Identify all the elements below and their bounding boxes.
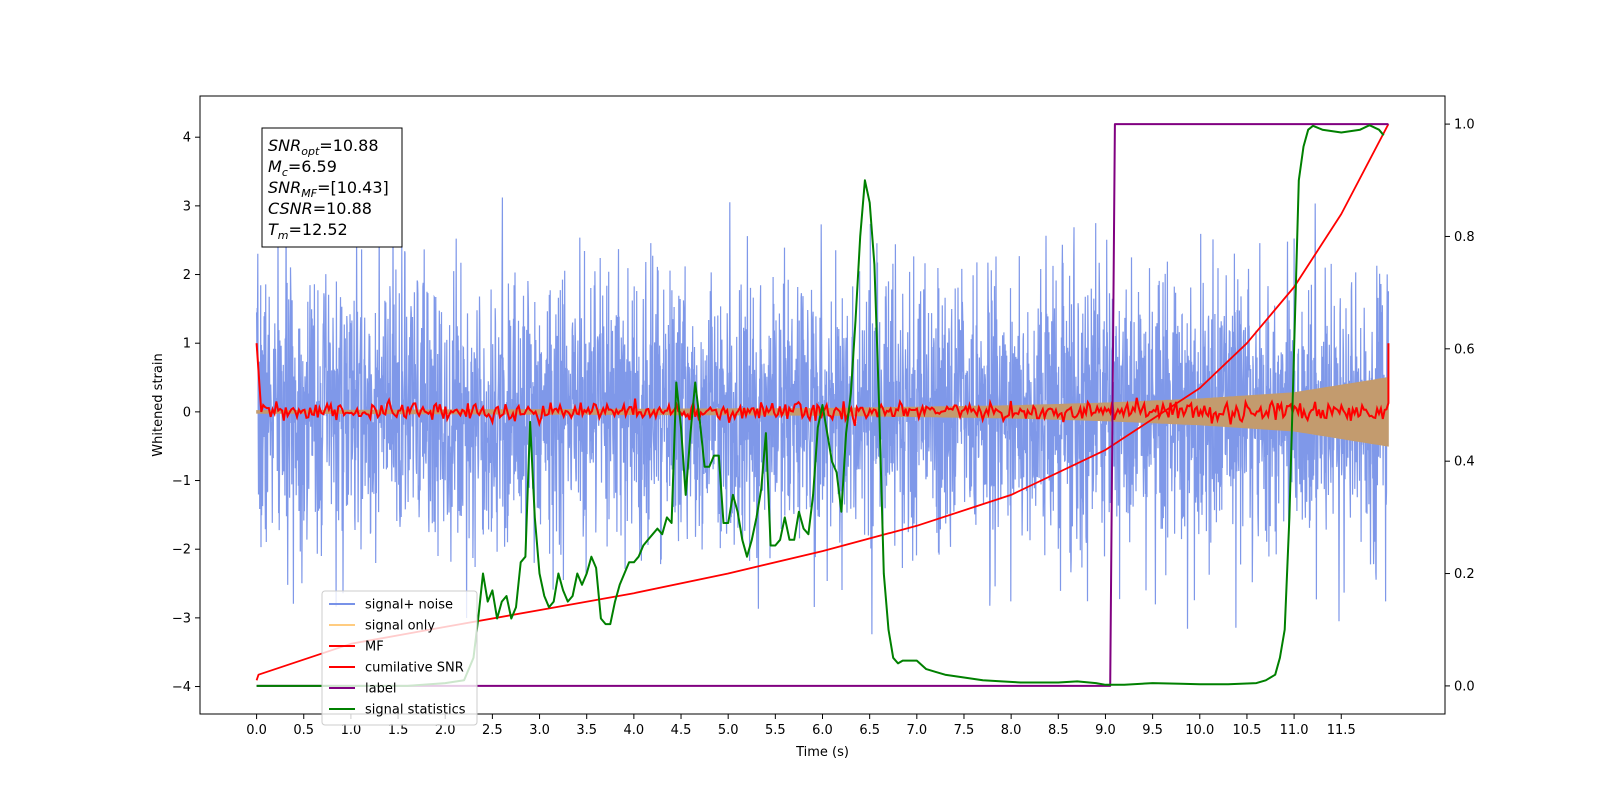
- series-label: [256, 123, 1389, 687]
- x-tick-label: 8.5: [1048, 723, 1069, 738]
- annotation-subscript: c: [282, 166, 288, 179]
- annotation-subscript: m: [278, 229, 289, 242]
- y2-tick-label: 0.4: [1454, 455, 1475, 470]
- y-tick-label: −3: [172, 611, 191, 626]
- y-tick-label: 0: [183, 405, 191, 420]
- x-axis-title: Time (s): [795, 745, 849, 760]
- legend-label: signal only: [365, 619, 435, 634]
- y2-tick-label: 1.0: [1454, 118, 1475, 133]
- x-tick-label: 7.0: [906, 723, 927, 738]
- legend-label: signal statistics: [365, 703, 466, 718]
- legend-frame: [321, 590, 478, 726]
- x-tick-label: 3.5: [576, 723, 597, 738]
- annotation-symbol: M: [268, 157, 282, 176]
- y-tick-label: 3: [183, 199, 191, 214]
- x-tick-label: 6.0: [812, 723, 833, 738]
- annotation-symbol: CSNR: [268, 199, 313, 218]
- axes: 0.0 0.5 1.0 1.5 2.0 2.5 3.0 3.5 4.0 4.5 5.0 5.5 6.0 6…: [172, 118, 1475, 738]
- y-tick-label: −2: [172, 543, 191, 558]
- annotation-value: =10.88: [319, 136, 378, 155]
- x-tick-label: 8.0: [1001, 723, 1022, 738]
- y-tick-label: 1: [183, 337, 191, 352]
- y-tick-label: 4: [183, 131, 191, 146]
- x-tick-label: 5.0: [718, 723, 739, 738]
- y2-tick-label: 0.6: [1454, 342, 1475, 357]
- annotation-value: =12.52: [289, 220, 348, 239]
- y2-tick-label: 0.0: [1454, 679, 1475, 694]
- x-tick-label: 11.5: [1327, 723, 1356, 738]
- y2-tick-label: 0.8: [1454, 230, 1475, 245]
- series-mf: [255, 343, 1390, 428]
- x-tick-label: 1.5: [388, 723, 409, 738]
- x-tick-label: 1.0: [341, 723, 362, 738]
- x-tick-label: 2.5: [482, 723, 503, 738]
- annotation-line: SNRopt=10.88: [268, 136, 379, 158]
- x-tick-label: 2.0: [435, 723, 456, 738]
- y-tick-label: −4: [172, 680, 191, 695]
- x-tick-label: 4.0: [624, 723, 645, 738]
- x-tick-label: 0.0: [246, 723, 267, 738]
- annotation-subscript: MF: [301, 187, 317, 200]
- legend-label: signal+ noise: [365, 598, 453, 613]
- x-tick-label: 4.5: [671, 723, 692, 738]
- x-tick-label: 9.5: [1142, 723, 1163, 738]
- annotation-value: =10.88: [313, 199, 372, 218]
- annotation-box: SNRopt=10.88Mc=6.59SNRMF=[10.43]CSNR=10.…: [261, 127, 403, 248]
- x-tick-label: 10.0: [1185, 723, 1214, 738]
- annotation-value: =[10.43]: [317, 178, 389, 197]
- annotation-line: CSNR=10.88: [268, 199, 372, 218]
- x-tick-label: 0.5: [293, 723, 314, 738]
- y2-tick-label: 0.2: [1454, 567, 1475, 582]
- x-tick-label: 10.5: [1232, 723, 1261, 738]
- series-signal-noise: [256, 197, 1389, 635]
- y-tick-label: 2: [183, 268, 191, 283]
- annotation-value: =6.59: [288, 157, 337, 176]
- x-tick-label: 11.0: [1280, 723, 1309, 738]
- x-tick-label: 5.5: [765, 723, 786, 738]
- y-tick-label: −1: [172, 474, 191, 489]
- annotation-subscript: opt: [301, 145, 320, 158]
- legend: signal+ noise signal only MF cumilative SNR…: [321, 590, 478, 726]
- annotation-line: SNRMF=[10.43]: [268, 178, 389, 200]
- annotation-frame: [261, 127, 403, 248]
- annotation-symbol: SNR: [268, 178, 301, 197]
- annotation-line: Mc=6.59: [268, 157, 337, 179]
- legend-label: label: [365, 682, 396, 697]
- x-tick-label: 9.0: [1095, 723, 1116, 738]
- annotation-symbol: T: [268, 220, 279, 239]
- x-tick-label: 3.0: [529, 723, 550, 738]
- x-tick-label: 7.5: [954, 723, 975, 738]
- annotation-line: Tm=12.52: [268, 220, 348, 242]
- x-tick-label: 6.5: [859, 723, 880, 738]
- annotation-symbol: SNR: [268, 136, 301, 155]
- legend-label: cumilative SNR: [365, 661, 464, 676]
- legend-label: MF: [365, 640, 384, 655]
- series-signal-statistics: [256, 124, 1385, 687]
- y-axis-title: Whitened strain: [151, 353, 166, 456]
